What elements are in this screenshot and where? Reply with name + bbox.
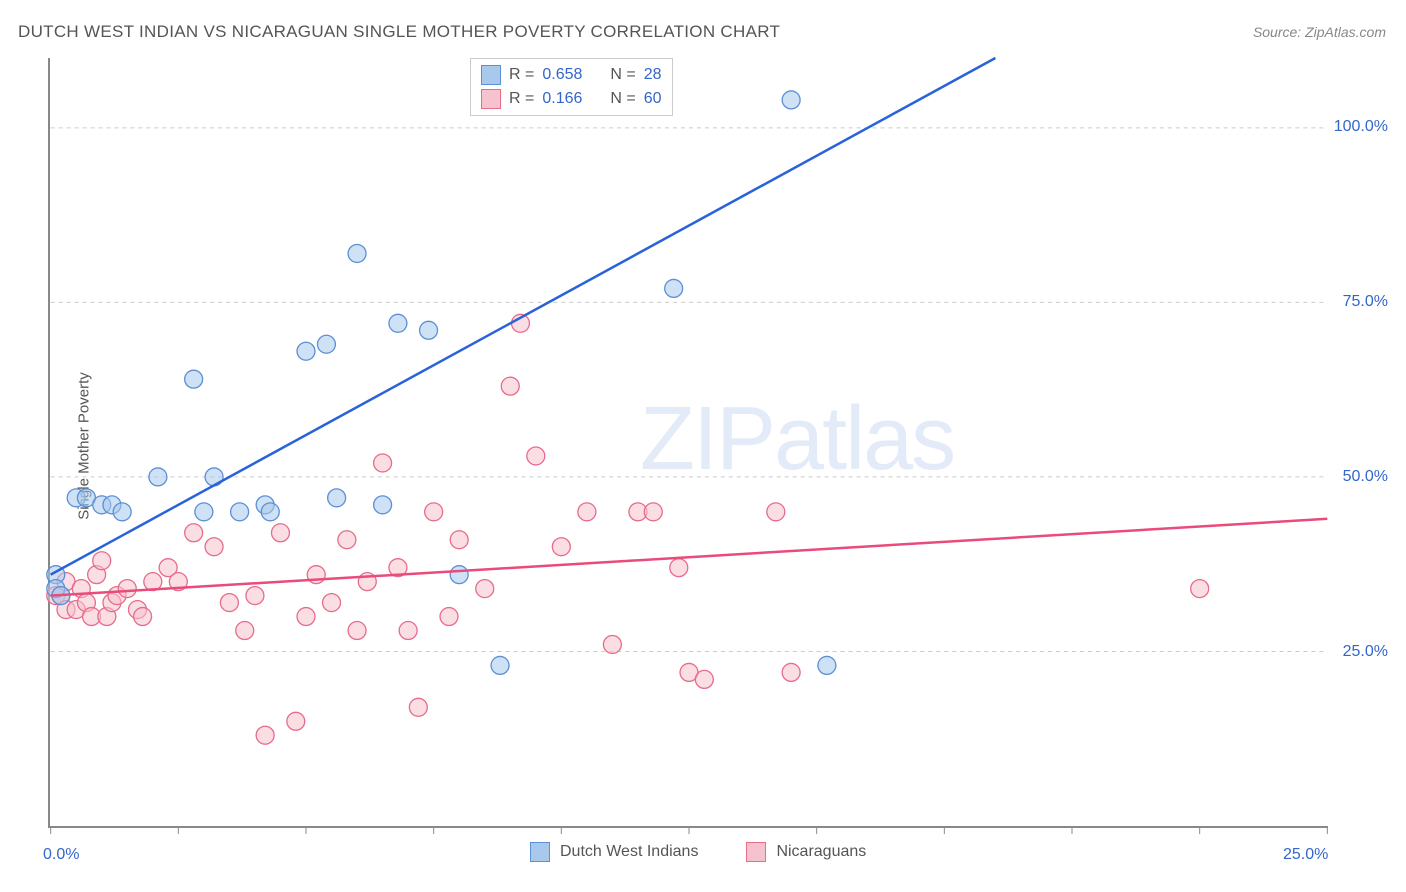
data-point bbox=[425, 503, 443, 521]
data-point bbox=[420, 321, 438, 339]
data-point bbox=[185, 370, 203, 388]
chart-title: DUTCH WEST INDIAN VS NICARAGUAN SINGLE M… bbox=[18, 22, 780, 42]
data-point bbox=[256, 726, 274, 744]
data-point bbox=[476, 580, 494, 598]
data-point bbox=[1191, 580, 1209, 598]
r-label: R = bbox=[509, 90, 534, 108]
data-point bbox=[118, 580, 136, 598]
data-point bbox=[93, 552, 111, 570]
data-point bbox=[501, 377, 519, 395]
legend-correlation: R = 0.658 N = 28 R = 0.166 N = 60 bbox=[470, 58, 673, 116]
data-point bbox=[261, 503, 279, 521]
data-point bbox=[348, 622, 366, 640]
y-tick-label: 75.0% bbox=[1343, 293, 1388, 311]
x-tick-label: 0.0% bbox=[43, 846, 79, 864]
data-point bbox=[113, 503, 131, 521]
data-point bbox=[440, 608, 458, 626]
data-point bbox=[134, 608, 152, 626]
data-point bbox=[374, 496, 392, 514]
data-point bbox=[195, 503, 213, 521]
legend-swatch-icon bbox=[746, 842, 766, 862]
legend-series-label: Nicaraguans bbox=[776, 843, 866, 861]
data-point bbox=[450, 531, 468, 549]
legend-row: R = 0.166 N = 60 bbox=[481, 87, 662, 111]
chart-container: DUTCH WEST INDIAN VS NICARAGUAN SINGLE M… bbox=[0, 0, 1406, 892]
r-value: 0.166 bbox=[542, 90, 582, 108]
data-point bbox=[246, 587, 264, 605]
n-value: 60 bbox=[644, 90, 662, 108]
data-point bbox=[767, 503, 785, 521]
data-point bbox=[205, 538, 223, 556]
data-point bbox=[782, 91, 800, 109]
data-point bbox=[220, 594, 238, 612]
data-point bbox=[644, 503, 662, 521]
y-tick-label: 25.0% bbox=[1343, 643, 1388, 661]
data-point bbox=[695, 670, 713, 688]
data-point bbox=[603, 635, 621, 653]
data-point bbox=[328, 489, 346, 507]
plot-area: ZIPatlas R = 0.658 N = 28 R = 0.166 N = … bbox=[48, 58, 1328, 828]
x-tick-label: 25.0% bbox=[1283, 846, 1328, 864]
data-point bbox=[231, 503, 249, 521]
data-point bbox=[818, 656, 836, 674]
data-point bbox=[236, 622, 254, 640]
data-point bbox=[399, 622, 417, 640]
legend-swatch-icon bbox=[481, 65, 501, 85]
data-point bbox=[782, 663, 800, 681]
chart-svg bbox=[50, 58, 1328, 826]
data-point bbox=[271, 524, 289, 542]
data-point bbox=[389, 314, 407, 332]
trend-line bbox=[51, 58, 996, 575]
y-tick-label: 50.0% bbox=[1343, 468, 1388, 486]
r-label: R = bbox=[509, 66, 534, 84]
legend-series: Dutch West Indians Nicaraguans bbox=[530, 842, 866, 862]
data-point bbox=[287, 712, 305, 730]
r-value: 0.658 bbox=[542, 66, 582, 84]
data-point bbox=[527, 447, 545, 465]
n-label: N = bbox=[610, 90, 635, 108]
data-point bbox=[297, 342, 315, 360]
n-value: 28 bbox=[644, 66, 662, 84]
legend-swatch-icon bbox=[530, 842, 550, 862]
data-point bbox=[665, 279, 683, 297]
source-label: Source: ZipAtlas.com bbox=[1253, 24, 1386, 40]
data-point bbox=[450, 566, 468, 584]
data-point bbox=[578, 503, 596, 521]
data-point bbox=[185, 524, 203, 542]
data-point bbox=[670, 559, 688, 577]
n-label: N = bbox=[610, 66, 635, 84]
trend-line bbox=[51, 519, 1328, 596]
data-point bbox=[348, 245, 366, 263]
legend-series-label: Dutch West Indians bbox=[560, 843, 698, 861]
legend-row: R = 0.658 N = 28 bbox=[481, 63, 662, 87]
data-point bbox=[552, 538, 570, 556]
y-tick-label: 100.0% bbox=[1334, 118, 1388, 136]
data-point bbox=[297, 608, 315, 626]
data-point bbox=[317, 335, 335, 353]
data-point bbox=[323, 594, 341, 612]
legend-swatch-icon bbox=[481, 89, 501, 109]
data-point bbox=[338, 531, 356, 549]
data-point bbox=[149, 468, 167, 486]
data-point bbox=[491, 656, 509, 674]
data-point bbox=[374, 454, 392, 472]
data-point bbox=[409, 698, 427, 716]
